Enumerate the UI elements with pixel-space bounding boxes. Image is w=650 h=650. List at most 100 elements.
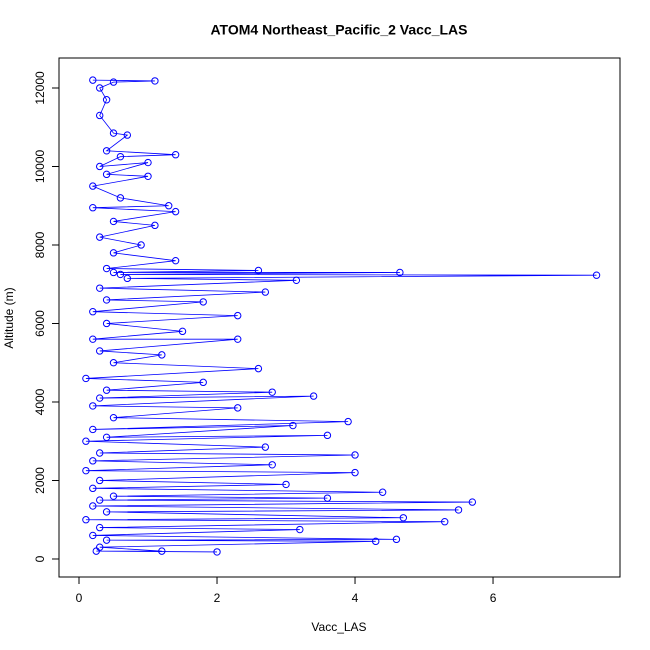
data-point	[82, 374, 90, 383]
data-point	[89, 182, 97, 190]
data-point	[96, 233, 104, 241]
data-point	[234, 335, 242, 343]
data-point	[454, 506, 463, 514]
profile-line	[85, 79, 597, 553]
data-point	[96, 476, 104, 485]
data-point	[261, 443, 270, 451]
data-point	[351, 451, 359, 459]
chart-title: ATOM4 Northeast_Pacific_2 Vacc_LAS	[210, 22, 467, 38]
data-point	[199, 378, 207, 387]
data-point	[96, 84, 104, 92]
data-point	[96, 523, 104, 532]
data-point	[82, 437, 90, 445]
data-point	[158, 547, 166, 555]
x-tick-label: 2	[214, 591, 221, 605]
y-tick-label: 8000	[33, 231, 47, 258]
data-point	[378, 488, 387, 496]
data-point	[171, 207, 180, 216]
data-point	[165, 202, 173, 210]
data-point	[158, 351, 166, 359]
data-point	[89, 457, 97, 465]
x-tick-label: 6	[490, 591, 497, 605]
data-point	[89, 484, 97, 493]
y-tick-label: 4000	[33, 388, 47, 415]
data-point	[96, 111, 104, 120]
data-point	[268, 461, 276, 469]
data-point	[109, 413, 118, 422]
data-point	[102, 433, 111, 442]
data-point	[109, 359, 118, 367]
data-point	[323, 494, 332, 502]
data-point	[323, 431, 332, 440]
data-point	[123, 131, 132, 139]
data-point	[268, 388, 276, 396]
data-point	[102, 296, 111, 304]
data-point	[102, 386, 111, 394]
y-tick-label: 12000	[33, 71, 47, 105]
data-point	[213, 548, 221, 556]
data-point	[109, 217, 118, 226]
data-point	[82, 466, 90, 475]
data-point	[441, 517, 449, 526]
data-point	[96, 162, 104, 171]
data-point	[396, 268, 404, 277]
data-point	[89, 502, 97, 510]
data-point	[351, 468, 359, 477]
data-point	[89, 335, 97, 343]
data-point	[344, 417, 352, 426]
data-point	[309, 392, 318, 400]
data-point	[296, 525, 304, 534]
x-tick-label: 0	[76, 591, 83, 605]
data-point	[282, 480, 290, 489]
data-point	[144, 172, 152, 180]
data-point	[102, 508, 111, 516]
data-point	[96, 394, 104, 402]
data-point	[116, 152, 125, 161]
data-point	[109, 129, 118, 137]
data-point	[96, 284, 104, 292]
data-point	[96, 496, 104, 504]
data-point	[109, 268, 118, 277]
y-tick-label: 10000	[33, 149, 47, 183]
data-point	[171, 256, 180, 265]
y-axis-label: Altitude (m)	[2, 287, 16, 348]
data-point	[89, 402, 97, 410]
data-point	[109, 492, 118, 500]
data-point	[199, 298, 207, 306]
data-point	[151, 77, 159, 85]
data-point	[261, 288, 270, 296]
data-point	[102, 147, 111, 155]
data-point	[89, 76, 97, 84]
data-point	[234, 311, 242, 320]
data-point	[144, 158, 152, 167]
data-point	[289, 421, 297, 430]
data-point	[178, 327, 187, 336]
data-point	[137, 241, 145, 249]
data-point	[89, 531, 97, 540]
data-point	[123, 274, 132, 283]
data-point	[254, 266, 263, 275]
data-point	[372, 537, 380, 546]
data-point	[82, 516, 90, 524]
data-point	[116, 270, 125, 279]
data-point	[116, 194, 125, 202]
x-axis-label: Vacc_LAS	[311, 620, 366, 634]
data-point	[234, 404, 242, 412]
data-point	[102, 170, 111, 179]
data-point	[96, 449, 104, 457]
data-point	[96, 347, 104, 355]
data-point	[109, 249, 118, 257]
y-tick-label: 0	[33, 555, 47, 562]
data-point	[102, 319, 111, 328]
data-point	[102, 96, 111, 104]
data-point	[171, 151, 180, 159]
data-point	[89, 203, 97, 212]
data-point	[89, 425, 97, 434]
data-point	[292, 276, 301, 285]
data-point	[254, 364, 263, 373]
y-tick-label: 2000	[33, 467, 47, 494]
data-point	[102, 264, 111, 273]
data-point	[399, 514, 408, 522]
